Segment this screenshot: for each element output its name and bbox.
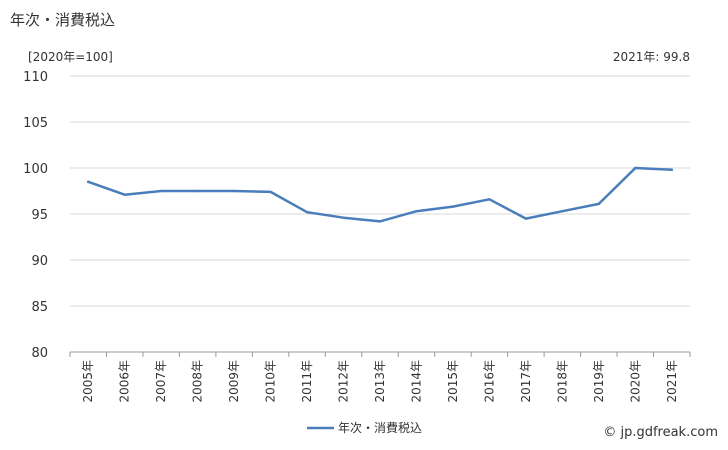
y-tick-labels: 80 85 90 95 100 105 110 <box>23 70 48 361</box>
x-tick-label: 2018年 <box>555 360 569 403</box>
data-point <box>597 202 601 206</box>
x-tick-label: 2010年 <box>264 360 278 403</box>
unit-label: [2020年=100] <box>28 50 113 64</box>
data-point <box>159 189 163 193</box>
x-tick-label: 2019年 <box>592 360 606 403</box>
x-tick-label: 2016年 <box>482 360 496 403</box>
data-point <box>87 180 90 183</box>
chart-title: 年次・消費税込 <box>10 11 116 29</box>
x-tick-label: 2021年 <box>665 360 679 403</box>
x-tick-label: 2005年 <box>81 360 95 403</box>
data-point <box>415 210 418 213</box>
x-tick-label: 2011年 <box>300 360 314 403</box>
data-point <box>451 205 455 208</box>
x-tick-label: 2015年 <box>446 360 460 403</box>
data-point <box>670 168 673 172</box>
data-point <box>196 189 199 193</box>
legend: 年次・消費税込 <box>307 420 422 435</box>
x-tick-label: 2012年 <box>337 360 351 403</box>
y-tick-label: 95 <box>31 208 48 223</box>
x-tick-label: 2013年 <box>373 360 387 403</box>
data-point <box>269 190 272 194</box>
x-tick-label: 2014年 <box>409 360 423 403</box>
source-credit: © jp.gdfreak.com <box>603 425 718 440</box>
data-point <box>634 166 637 170</box>
legend-label: 年次・消費税込 <box>338 420 422 435</box>
data-point <box>232 189 236 193</box>
data-point <box>561 210 564 213</box>
y-tick-label: 80 <box>31 346 48 361</box>
y-tick-label: 100 <box>23 162 48 177</box>
grid-lines <box>70 75 690 307</box>
series-lines <box>86 166 674 223</box>
axes <box>69 351 691 357</box>
data-point <box>378 220 382 223</box>
x-tick-label: 2020年 <box>628 360 642 403</box>
series-line <box>86 166 674 223</box>
y-tick-label: 90 <box>31 254 48 269</box>
latest-value-note: 2021年: 99.8 <box>612 50 690 64</box>
x-tick-label: 2017年 <box>519 360 533 403</box>
data-point <box>342 216 345 219</box>
x-tick-labels: 2005年 2006年 2007年 2008年 2009年 2010年 2011年 2012年… <box>81 360 679 403</box>
y-tick-label: 85 <box>31 300 48 315</box>
x-tick-label: 2009年 <box>227 360 241 403</box>
x-tick-label: 2007年 <box>154 360 168 403</box>
x-tick-label: 2008年 <box>191 360 205 403</box>
data-point <box>123 193 126 196</box>
data-point <box>488 198 491 201</box>
y-tick-label: 105 <box>23 116 48 131</box>
y-tick-label: 110 <box>23 70 48 85</box>
x-tick-label: 2006年 <box>118 360 132 403</box>
data-point <box>524 217 528 220</box>
data-point <box>305 210 309 214</box>
